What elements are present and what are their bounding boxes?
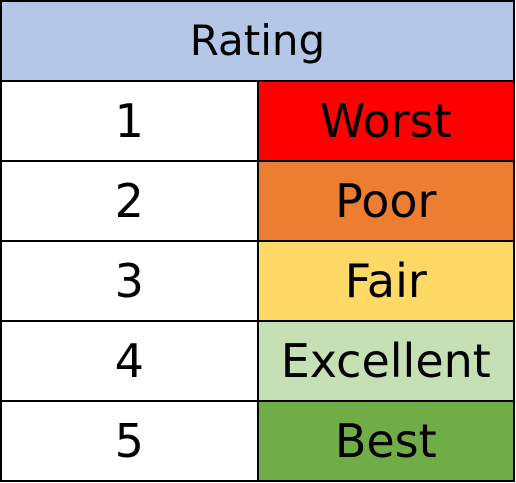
header-row: Rating	[0, 0, 515, 82]
rating-label: Worst	[256, 80, 515, 162]
table-row: 4 Excellent	[0, 320, 515, 402]
table-row: 1 Worst	[0, 80, 515, 162]
rating-label: Best	[256, 400, 515, 482]
rating-number: 3	[0, 240, 259, 322]
rating-number: 5	[0, 400, 259, 482]
rating-header: Rating	[0, 0, 515, 82]
rating-label: Excellent	[256, 320, 515, 402]
rating-label: Fair	[256, 240, 515, 322]
rating-number: 2	[0, 160, 259, 242]
table-row: 3 Fair	[0, 240, 515, 322]
rating-number: 4	[0, 320, 259, 402]
table-row: 5 Best	[0, 400, 515, 482]
rating-label: Poor	[256, 160, 515, 242]
table-row: 2 Poor	[0, 160, 515, 242]
rating-number: 1	[0, 80, 259, 162]
